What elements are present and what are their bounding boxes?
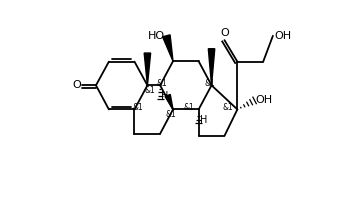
Text: &1: &1 — [222, 103, 233, 112]
Text: O: O — [72, 80, 81, 90]
Text: H: H — [161, 91, 168, 101]
Text: &1: &1 — [165, 110, 176, 119]
Text: HO: HO — [148, 31, 165, 41]
Text: &1: &1 — [133, 103, 144, 112]
Text: &1: &1 — [184, 103, 194, 112]
Polygon shape — [144, 53, 151, 85]
Text: &1: &1 — [144, 86, 155, 95]
Polygon shape — [208, 49, 215, 85]
Text: &1: &1 — [204, 79, 215, 88]
Text: O: O — [220, 27, 229, 37]
Polygon shape — [165, 94, 173, 109]
Text: OH: OH — [274, 31, 291, 41]
Text: OH: OH — [256, 95, 273, 105]
Text: &1: &1 — [157, 79, 167, 88]
Polygon shape — [162, 35, 173, 61]
Text: H: H — [200, 115, 207, 125]
